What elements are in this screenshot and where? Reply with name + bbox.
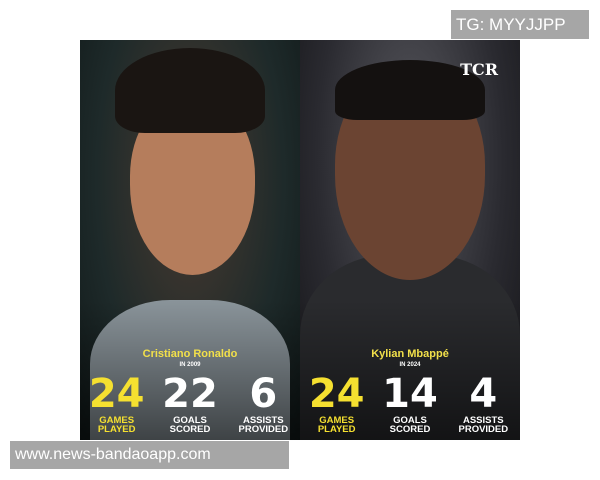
panel-mbappe: TCR Kylian Mbappé IN 2024 24 GAMES PLAYED …	[300, 40, 520, 440]
stat-assists: 4 ASSISTS PROVIDED	[458, 371, 509, 435]
player-year: IN 2024	[399, 362, 421, 368]
player-hair	[115, 48, 265, 133]
stat-games: 24 GAMES PLAYED	[308, 371, 365, 435]
stat-goals: 22 GOALS SCORED	[162, 371, 218, 435]
player-year: IN 2009	[179, 362, 201, 368]
watermark-label: TG: MYYJJPP	[451, 10, 589, 39]
stat-goals: 14 GOALS SCORED	[382, 371, 438, 435]
site-url-label: www.news-bandaoapp.com	[10, 441, 289, 469]
stat-assists: 6 ASSISTS PROVIDED	[238, 371, 289, 435]
stats-row: 24 GAMES PLAYED 14 GOALS SCORED 4 ASSISTS PROV…	[300, 372, 520, 434]
panel-ronaldo: Cristiano Ronaldo IN 2009 24 GAMES PLAYED …	[80, 40, 300, 440]
player-hair	[335, 60, 485, 120]
brand-logo: TCR	[460, 60, 498, 79]
player-name: Cristiano Ronaldo	[142, 348, 238, 360]
stats-row: 24 GAMES PLAYED 22 GOALS SCORED 6 ASSISTS PROV…	[80, 372, 300, 434]
stat-games: 24 GAMES PLAYED	[88, 371, 145, 435]
player-name: Kylian Mbappé	[371, 348, 449, 360]
comparison-image: Cristiano Ronaldo IN 2009 24 GAMES PLAYED …	[80, 40, 520, 440]
